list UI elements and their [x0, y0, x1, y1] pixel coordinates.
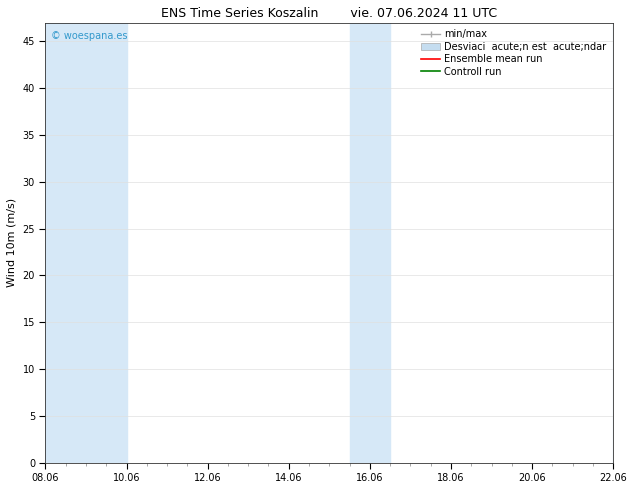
Title: ENS Time Series Koszalin        vie. 07.06.2024 11 UTC: ENS Time Series Koszalin vie. 07.06.2024… [161, 7, 497, 20]
Y-axis label: Wind 10m (m/s): Wind 10m (m/s) [7, 198, 17, 287]
Legend: min/max, Desviaci  acute;n est  acute;ndar, Ensemble mean run, Controll run: min/max, Desviaci acute;n est acute;ndar… [419, 27, 608, 78]
Bar [46, 23, 127, 463]
Bar [349, 23, 390, 463]
Bar [613, 23, 634, 463]
Text: © woespana.es: © woespana.es [51, 31, 127, 41]
